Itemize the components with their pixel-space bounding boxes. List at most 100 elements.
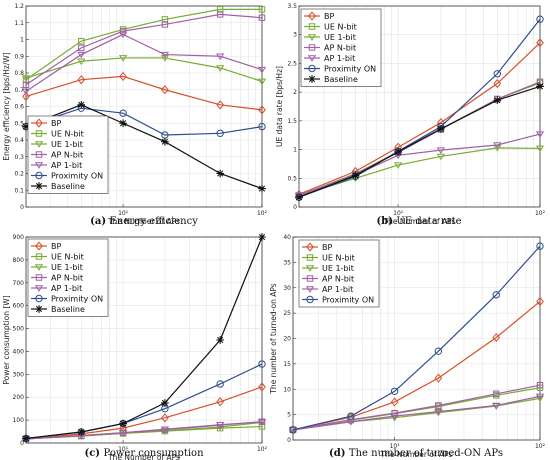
x-axis-label: The Number of APs bbox=[380, 450, 453, 459]
legend-entry-bp: BP bbox=[302, 242, 332, 252]
series-bp bbox=[22, 71, 266, 115]
legend-entry-bp: BP bbox=[31, 241, 61, 251]
data-point bbox=[160, 428, 170, 435]
y-tick-label: 0.8 bbox=[14, 70, 24, 77]
y-tick-label: 900 bbox=[13, 234, 25, 241]
data-point bbox=[535, 131, 545, 138]
legend-label: UE N-bit bbox=[51, 253, 84, 262]
legend-label: BP bbox=[324, 12, 334, 21]
x-axis-label: The Number of APs bbox=[383, 217, 456, 226]
data-point bbox=[216, 11, 224, 18]
data-point bbox=[434, 409, 443, 417]
data-point bbox=[258, 184, 266, 193]
y-tick-label: 10 bbox=[283, 386, 291, 393]
caption-text: Power consumption bbox=[104, 448, 205, 459]
legend-label: Proximity ON bbox=[51, 295, 103, 304]
legend-marker bbox=[35, 151, 43, 158]
data-point bbox=[77, 428, 86, 436]
data-point bbox=[119, 419, 127, 428]
legend-entry-ue-1-bit: UE 1-bit bbox=[31, 140, 83, 149]
data-point bbox=[119, 423, 127, 433]
data-point bbox=[22, 91, 30, 102]
legend-marker bbox=[308, 75, 316, 83]
data-point bbox=[390, 387, 399, 395]
series-line bbox=[25, 33, 263, 92]
y-tick-label: 300 bbox=[13, 371, 25, 378]
data-point bbox=[160, 426, 170, 434]
legend-label: AP 1-bit bbox=[322, 285, 353, 294]
data-point bbox=[258, 360, 266, 368]
data-point bbox=[258, 382, 266, 392]
data-point bbox=[390, 413, 399, 420]
legend-label: AP 1-bit bbox=[324, 54, 355, 63]
legend-entry-proximity-on: Proximity ON bbox=[31, 295, 103, 304]
x-tick-label: 10¹ bbox=[393, 210, 404, 217]
series-proximity-on bbox=[289, 242, 544, 434]
legend-marker bbox=[35, 130, 43, 137]
x-axis-label: The Number of APs bbox=[107, 453, 180, 460]
chart-energy-efficiency: 0 0.1 0.2 0.3 0.4 0.5 0.6 0.7 0.8 0.9 1 1.1 1.2 10¹ 10… bbox=[2, 3, 268, 227]
series-bp bbox=[295, 38, 544, 199]
legend-marker bbox=[307, 55, 317, 62]
legend-marker bbox=[308, 11, 316, 21]
legend-marker bbox=[35, 305, 43, 313]
data-point bbox=[161, 399, 169, 407]
series-baseline bbox=[295, 82, 544, 202]
legend-marker bbox=[34, 162, 44, 169]
y-tick-label: 20 bbox=[283, 336, 291, 343]
data-point bbox=[119, 71, 127, 81]
x-tick-label: 10¹ bbox=[118, 210, 129, 217]
legend-label: Baseline bbox=[51, 182, 85, 191]
legend-label: UE 1-bit bbox=[51, 140, 83, 149]
data-point bbox=[493, 145, 502, 152]
data-point bbox=[258, 105, 266, 115]
series-line bbox=[25, 57, 263, 82]
legend-marker bbox=[34, 264, 44, 271]
legend-marker bbox=[307, 34, 317, 41]
y-tick-label: 0.5 bbox=[287, 175, 297, 182]
y-tick-label: 15 bbox=[283, 361, 291, 368]
legend-entry-ap-1-bit: AP 1-bit bbox=[31, 284, 82, 293]
data-point bbox=[536, 381, 544, 389]
legend-entry-ue-1-bit: UE 1-bit bbox=[304, 33, 356, 42]
data-point bbox=[258, 14, 266, 21]
y-axis-label: The number of turned-on APs bbox=[269, 283, 278, 394]
legend-entry-ue-1-bit: UE 1-bit bbox=[31, 263, 83, 272]
data-point bbox=[160, 55, 170, 62]
y-tick-label: 0 bbox=[293, 204, 297, 211]
legend-label: AP 1-bit bbox=[51, 161, 82, 170]
legend-marker bbox=[35, 253, 43, 260]
legend-entry-ue-n-bit: UE N-bit bbox=[31, 130, 84, 139]
data-point bbox=[535, 145, 545, 153]
series-baseline bbox=[22, 233, 266, 443]
data-point bbox=[161, 85, 169, 95]
data-point bbox=[118, 55, 128, 62]
y-tick-label: 1.1 bbox=[14, 20, 24, 27]
y-axis-label: Power consumption [W] bbox=[2, 295, 11, 384]
data-point bbox=[161, 413, 169, 423]
y-tick-label: 0.7 bbox=[14, 87, 24, 94]
legend-entry-bp: BP bbox=[31, 118, 61, 128]
y-tick-label: 0.1 bbox=[14, 187, 24, 194]
legend-label: AP N-bit bbox=[322, 275, 354, 284]
series-line bbox=[25, 107, 263, 136]
y-tick-label: 700 bbox=[13, 280, 25, 287]
series-line bbox=[298, 85, 541, 198]
data-point bbox=[289, 426, 297, 434]
legend-entry-bp: BP bbox=[304, 11, 334, 21]
series-line bbox=[25, 104, 263, 190]
legend-entry-ap-n-bit: AP N-bit bbox=[302, 275, 354, 284]
legend-marker bbox=[308, 64, 316, 73]
data-point bbox=[492, 291, 500, 299]
data-point bbox=[535, 395, 545, 403]
data-point bbox=[493, 390, 500, 398]
legend-marker bbox=[35, 274, 43, 281]
series-line bbox=[292, 300, 541, 431]
series-ap-1-bit bbox=[21, 31, 267, 96]
legend-entry-proximity-on: Proximity ON bbox=[304, 65, 376, 74]
data-point bbox=[78, 44, 85, 52]
